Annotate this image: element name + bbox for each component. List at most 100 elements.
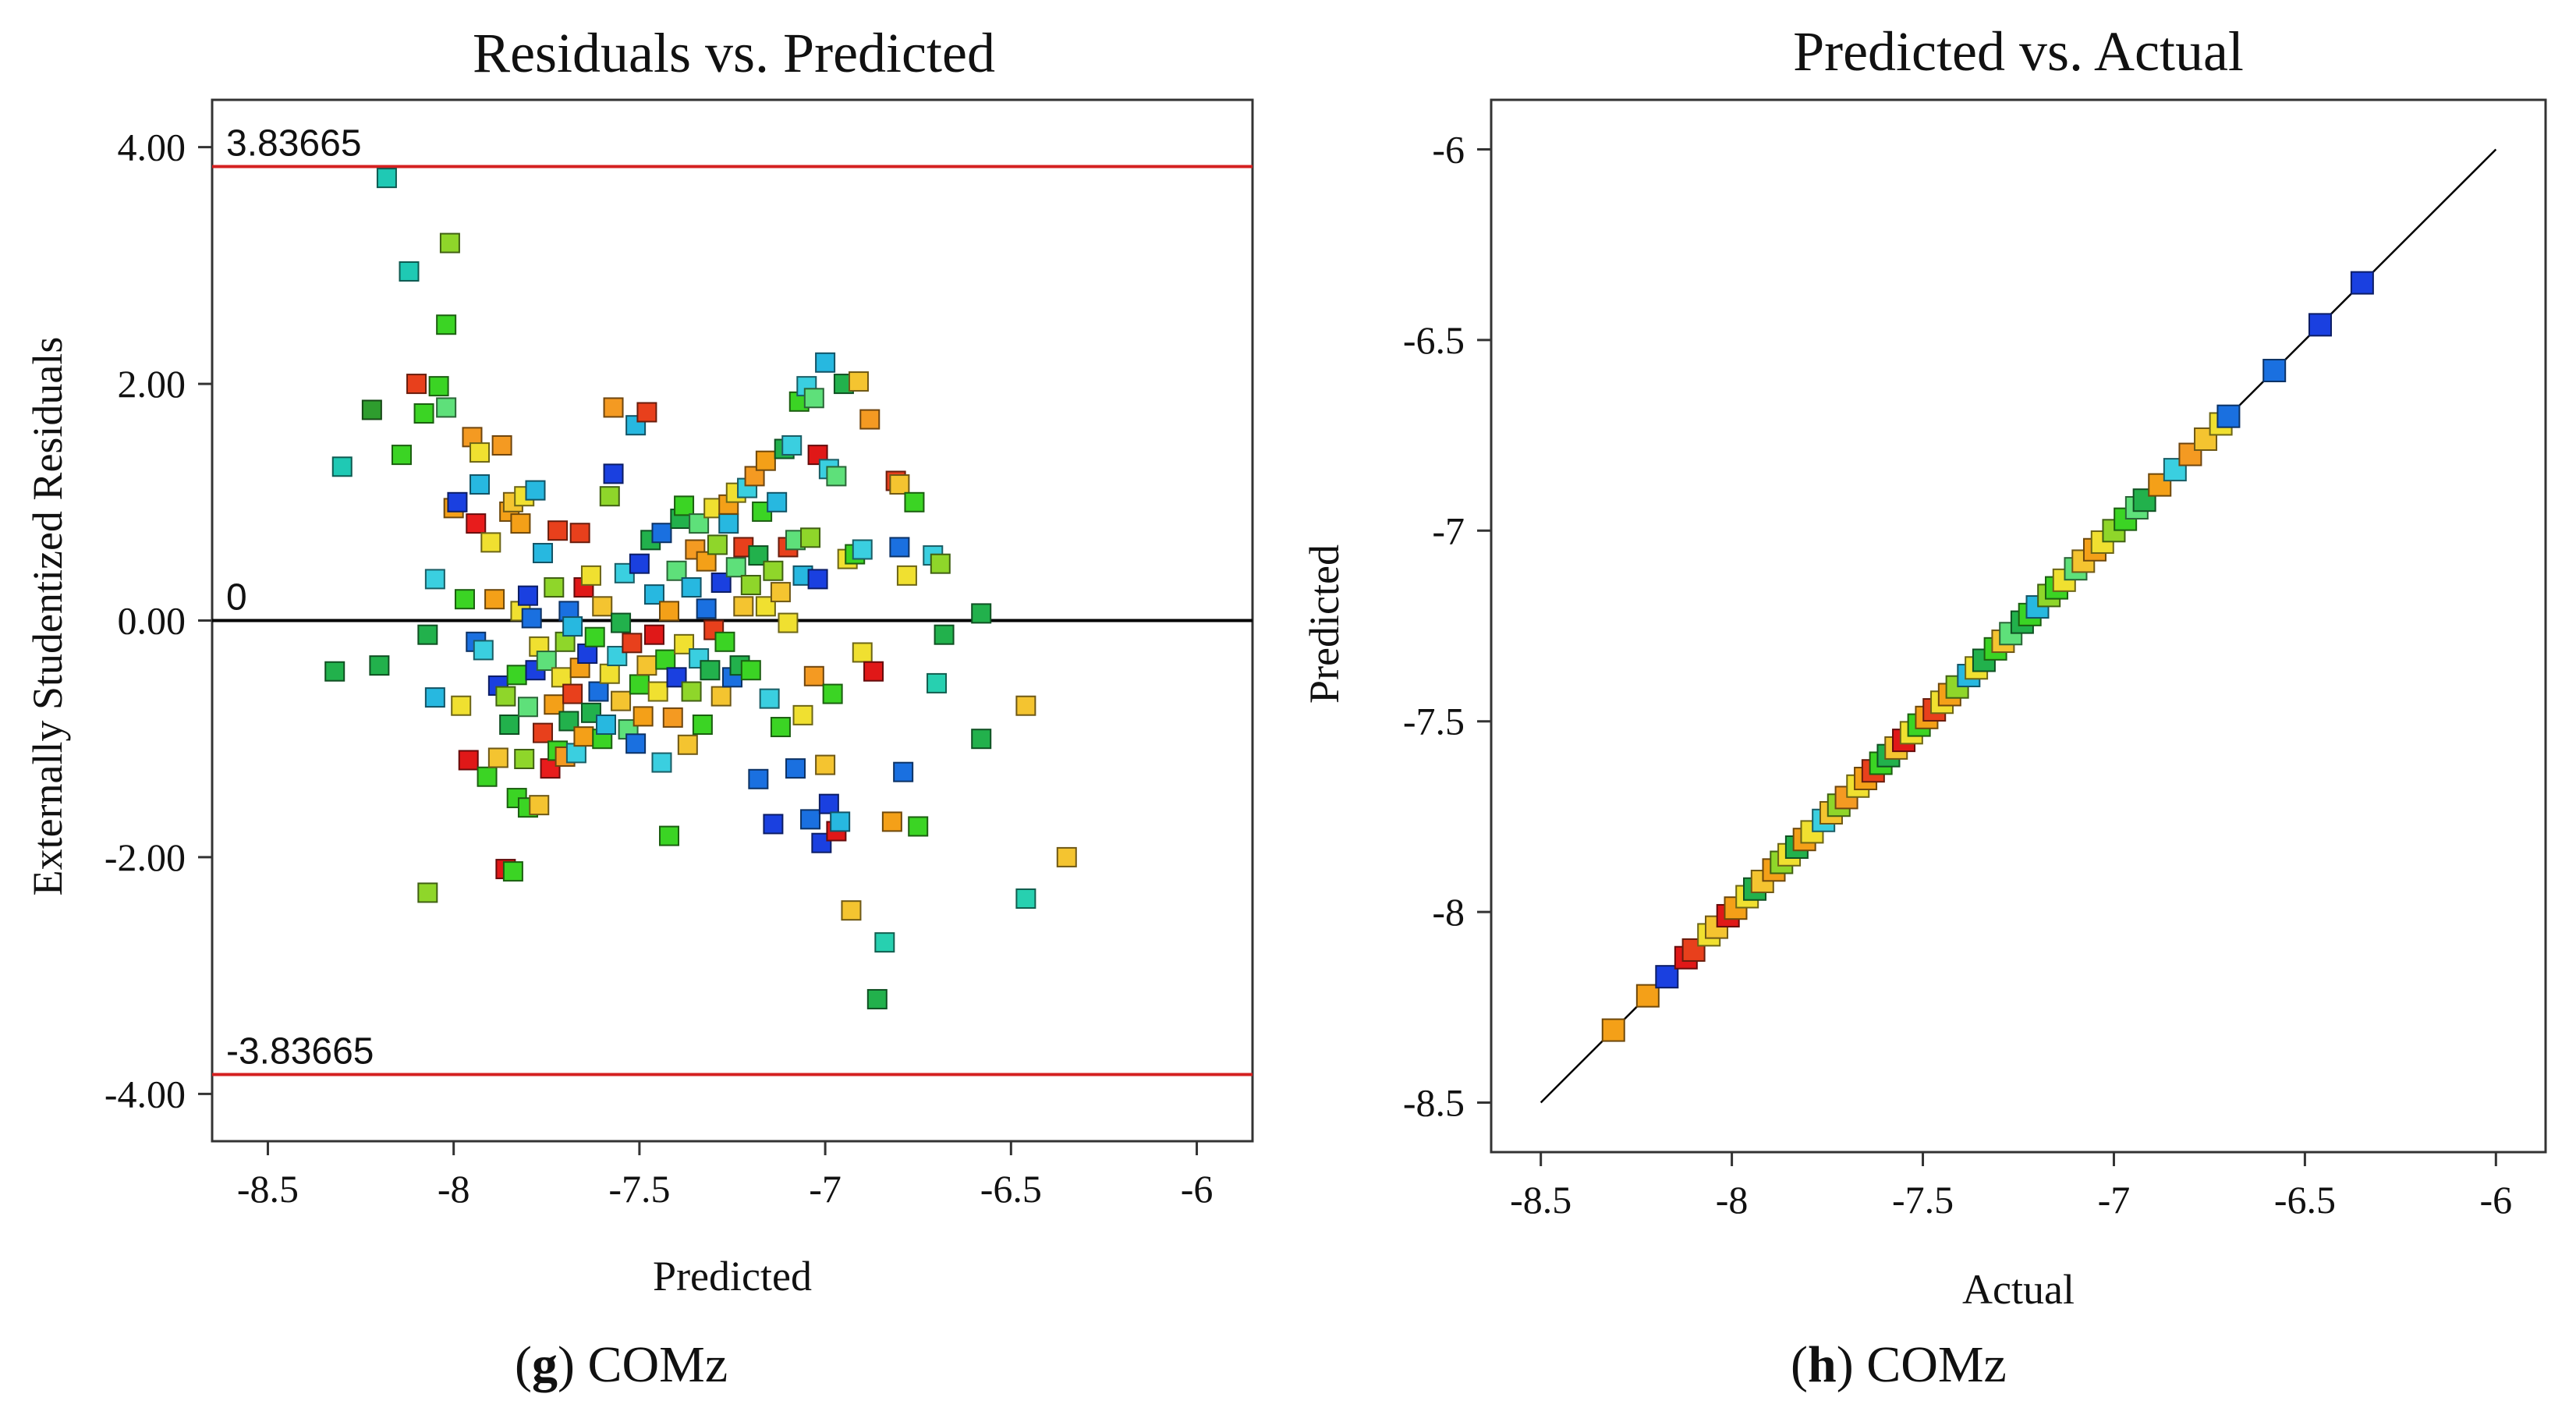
- data-point: [391, 445, 412, 466]
- data-point: [625, 415, 647, 436]
- data-point: [815, 754, 836, 775]
- predicted-vs-actual-chart: Predicted vs. Actual -8.5 -8 -7.5 -7 -6.5 -6 …: [1301, 20, 2547, 1313]
- data-point: [622, 633, 643, 654]
- x-tick-label: -7.5: [1892, 1178, 1954, 1222]
- data-point: [714, 631, 735, 652]
- data-point: [934, 624, 955, 645]
- reference-line-label: 0: [226, 577, 247, 619]
- x-tick-label: -7.5: [608, 1167, 670, 1211]
- data-point: [662, 707, 683, 728]
- data-point: [580, 565, 601, 586]
- data-points: [1601, 271, 2374, 1042]
- data-point: [763, 560, 784, 581]
- data-point: [331, 456, 353, 477]
- data-point: [807, 569, 828, 590]
- data-point: [413, 403, 434, 424]
- x-tick-label: -7: [809, 1167, 842, 1211]
- data-point: [818, 793, 839, 814]
- data-point: [677, 734, 698, 755]
- x-axis-label: Actual: [1962, 1266, 2075, 1313]
- data-point: [454, 589, 475, 610]
- data-point: [424, 687, 445, 708]
- data-point: [800, 809, 821, 830]
- data-point: [447, 491, 468, 512]
- data-point: [740, 574, 761, 595]
- data-point: [592, 596, 613, 617]
- caption-text: COMz: [1866, 1336, 2007, 1393]
- x-axis-ticks: -8.5 -8 -7.5 -7 -6.5 -6: [1510, 1152, 2512, 1222]
- data-point: [908, 816, 929, 837]
- data-point: [863, 661, 884, 682]
- reference-lines: 3.83665 0 -3.83665: [212, 122, 1253, 1076]
- data-point: [904, 491, 925, 512]
- data-point: [495, 686, 516, 707]
- data-point: [417, 624, 438, 645]
- data-point: [767, 491, 788, 512]
- data-point: [502, 861, 523, 882]
- data-point: [866, 988, 888, 1009]
- data-point: [792, 704, 813, 725]
- data-point: [424, 569, 445, 590]
- data-point: [599, 486, 620, 507]
- data-point: [718, 513, 739, 534]
- data-point: [510, 513, 531, 534]
- data-point: [562, 683, 583, 704]
- data-point: [803, 388, 824, 409]
- data-points: [324, 168, 1077, 1009]
- data-point: [458, 750, 479, 771]
- data-point: [826, 466, 847, 487]
- y-tick-label: -2.00: [105, 835, 186, 879]
- data-point: [930, 553, 951, 574]
- data-point: [740, 660, 761, 681]
- data-point: [636, 402, 657, 423]
- x-tick-label: -8.5: [237, 1167, 299, 1211]
- data-point: [748, 768, 769, 789]
- data-point: [480, 532, 501, 553]
- x-tick-label: -6.5: [2274, 1178, 2336, 1222]
- data-point: [629, 553, 650, 574]
- data-point: [1015, 888, 1036, 910]
- data-point: [533, 722, 554, 743]
- caption-h: (h) COMz: [1791, 1336, 2007, 1393]
- data-point: [651, 752, 672, 773]
- y-tick-label: -8.5: [1403, 1080, 1465, 1124]
- data-point: [770, 717, 791, 738]
- y-tick-label: 0.00: [118, 599, 186, 643]
- data-point: [848, 371, 869, 392]
- data-point: [636, 655, 657, 676]
- data-point: [707, 534, 728, 555]
- data-point: [696, 598, 717, 619]
- data-point: [681, 681, 702, 702]
- data-point: [681, 577, 702, 598]
- data-point: [778, 612, 799, 633]
- data-point: [1635, 984, 1660, 1008]
- x-axis-label: Predicted: [653, 1253, 812, 1300]
- data-point: [529, 795, 550, 816]
- data-point: [558, 711, 579, 732]
- x-tick-label: -6.5: [980, 1167, 1042, 1211]
- data-point: [632, 706, 654, 727]
- x-tick-label: -7: [2098, 1178, 2131, 1222]
- data-point: [643, 584, 664, 605]
- data-point: [2262, 359, 2287, 383]
- data-point: [611, 690, 632, 711]
- data-point: [770, 582, 791, 603]
- data-point: [781, 434, 803, 456]
- data-point: [659, 601, 680, 622]
- data-point: [569, 523, 590, 544]
- data-point: [815, 352, 836, 373]
- data-point: [763, 814, 784, 835]
- data-point: [547, 520, 569, 541]
- data-point: [399, 261, 420, 282]
- data-point: [852, 539, 873, 560]
- data-point: [696, 551, 717, 572]
- data-point: [666, 560, 687, 581]
- data-point: [2350, 271, 2374, 295]
- data-point: [603, 397, 624, 418]
- data-point: [629, 674, 650, 695]
- data-point: [889, 474, 910, 495]
- x-tick-label: -8.5: [1510, 1178, 1571, 1222]
- y-tick-label: -7: [1432, 509, 1465, 552]
- residuals-vs-predicted-chart: Residuals vs. Predicted 3.83665 0 -3.83665…: [24, 22, 1254, 1300]
- x-tick-label: -6: [1181, 1167, 1214, 1211]
